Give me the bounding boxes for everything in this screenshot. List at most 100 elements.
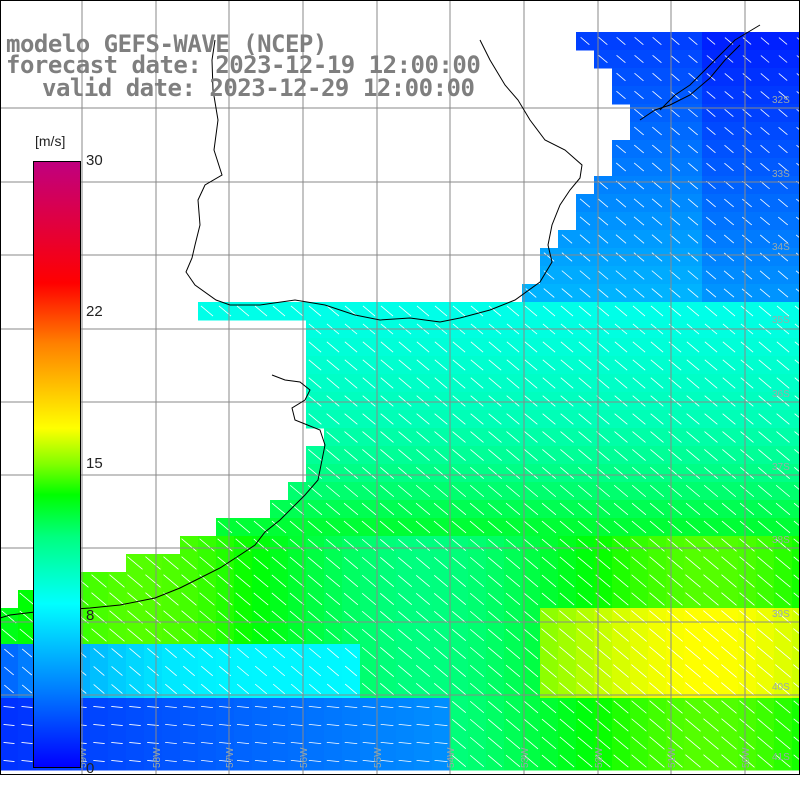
wind-arrow <box>631 700 647 714</box>
wind-cell <box>792 212 800 231</box>
wind-arrow <box>615 234 627 244</box>
wind-arrow <box>705 270 717 280</box>
wind-arrow <box>578 431 592 443</box>
wind-arrow <box>687 288 699 298</box>
wind-arrow <box>542 467 556 479</box>
wind-arrow <box>777 252 789 262</box>
wind-arrow <box>199 610 215 624</box>
wind-arrow <box>307 574 323 588</box>
wind-arrow <box>469 538 485 552</box>
wind-arrow <box>325 538 341 552</box>
wind-arrow <box>652 54 662 64</box>
wind-arrow <box>560 431 574 443</box>
wind-arrow <box>217 628 233 642</box>
wind-arrow <box>652 126 662 136</box>
wind-arrow <box>632 413 646 425</box>
wind-arrow <box>686 467 700 479</box>
wind-arrow <box>452 305 466 317</box>
wind-arrow <box>19 592 35 606</box>
wind-arrow <box>775 700 791 714</box>
wind-arrow <box>91 574 107 588</box>
wind-arrow <box>254 705 268 709</box>
wind-arrow <box>759 288 771 298</box>
wind-arrow <box>667 718 683 732</box>
wind-arrow <box>596 377 610 389</box>
wind-arrow <box>704 377 718 389</box>
wind-arrow <box>236 647 250 659</box>
wind-arrow <box>451 556 467 570</box>
wind-arrow <box>613 628 629 642</box>
wind-arrow <box>308 665 322 677</box>
wind-arrow <box>380 377 394 389</box>
wind-arrow <box>793 520 800 527</box>
wind-arrow <box>634 54 644 64</box>
wind-arrow <box>652 37 662 45</box>
wind-arrow <box>451 682 467 696</box>
wind-cell <box>792 302 800 321</box>
wind-arrow <box>541 484 557 498</box>
wind-arrow <box>577 664 593 678</box>
wind-arrow <box>163 556 179 570</box>
wind-arrow <box>235 556 251 570</box>
wind-arrow <box>778 198 788 208</box>
wind-arrow <box>127 556 143 570</box>
wind-arrow <box>793 682 800 689</box>
wind-arrow <box>703 682 719 696</box>
wind-arrow <box>793 502 800 509</box>
wind-arrow <box>398 705 412 709</box>
wind-arrow <box>541 520 557 534</box>
wind-arrow <box>560 449 574 461</box>
wind-arrow <box>362 395 376 407</box>
wind-arrow <box>398 305 412 317</box>
wind-arrow <box>541 646 557 660</box>
wind-arrow <box>344 665 358 677</box>
wind-arrow <box>307 556 323 570</box>
wind-arrow <box>631 628 647 642</box>
wind-arrow <box>433 538 449 552</box>
wind-arrow <box>398 467 412 479</box>
wind-arrow <box>253 592 269 606</box>
wind-arrow <box>704 467 718 479</box>
wind-arrow <box>616 144 626 154</box>
wind-arrow <box>614 377 628 389</box>
wind-arrow <box>19 628 35 642</box>
wind-arrow <box>634 72 644 82</box>
wind-arrow <box>740 341 754 353</box>
wind-arrow <box>415 484 431 498</box>
wind-arrow <box>183 683 195 695</box>
wind-arrow <box>415 575 431 587</box>
wind-arrow <box>632 377 646 389</box>
wind-arrow <box>776 359 790 371</box>
wind-arrow <box>704 359 718 371</box>
wind-arrow <box>451 646 467 660</box>
wind-arrow <box>685 520 701 534</box>
wind-arrow <box>631 484 647 498</box>
wind-arrow <box>523 718 539 732</box>
wind-arrow <box>560 359 574 371</box>
wind-arrow <box>706 144 716 154</box>
wind-arrow <box>559 754 575 768</box>
wind-arrow <box>272 665 286 677</box>
wind-arrow <box>760 73 770 81</box>
wind-arrow <box>362 431 376 443</box>
wind-arrow <box>650 377 664 389</box>
wind-arrow <box>634 37 644 45</box>
wind-arrow <box>217 574 233 588</box>
wind-arrow <box>739 736 755 750</box>
wind-arrow <box>794 377 800 383</box>
wind-arrow <box>452 341 466 353</box>
wind-arrow <box>742 91 752 99</box>
wind-arrow <box>796 162 800 167</box>
longitude-label: 58W <box>152 747 163 768</box>
wind-arrow <box>651 216 663 226</box>
wind-arrow <box>542 413 556 425</box>
wind-arrow <box>21 706 33 708</box>
longitude-label: 53W <box>520 747 531 768</box>
longitude-label: 55W <box>373 747 384 768</box>
wind-arrow <box>615 252 627 262</box>
wind-arrow <box>650 449 664 461</box>
wind-arrow <box>740 377 754 389</box>
wind-arrow <box>487 520 503 534</box>
wind-arrow <box>397 538 413 552</box>
